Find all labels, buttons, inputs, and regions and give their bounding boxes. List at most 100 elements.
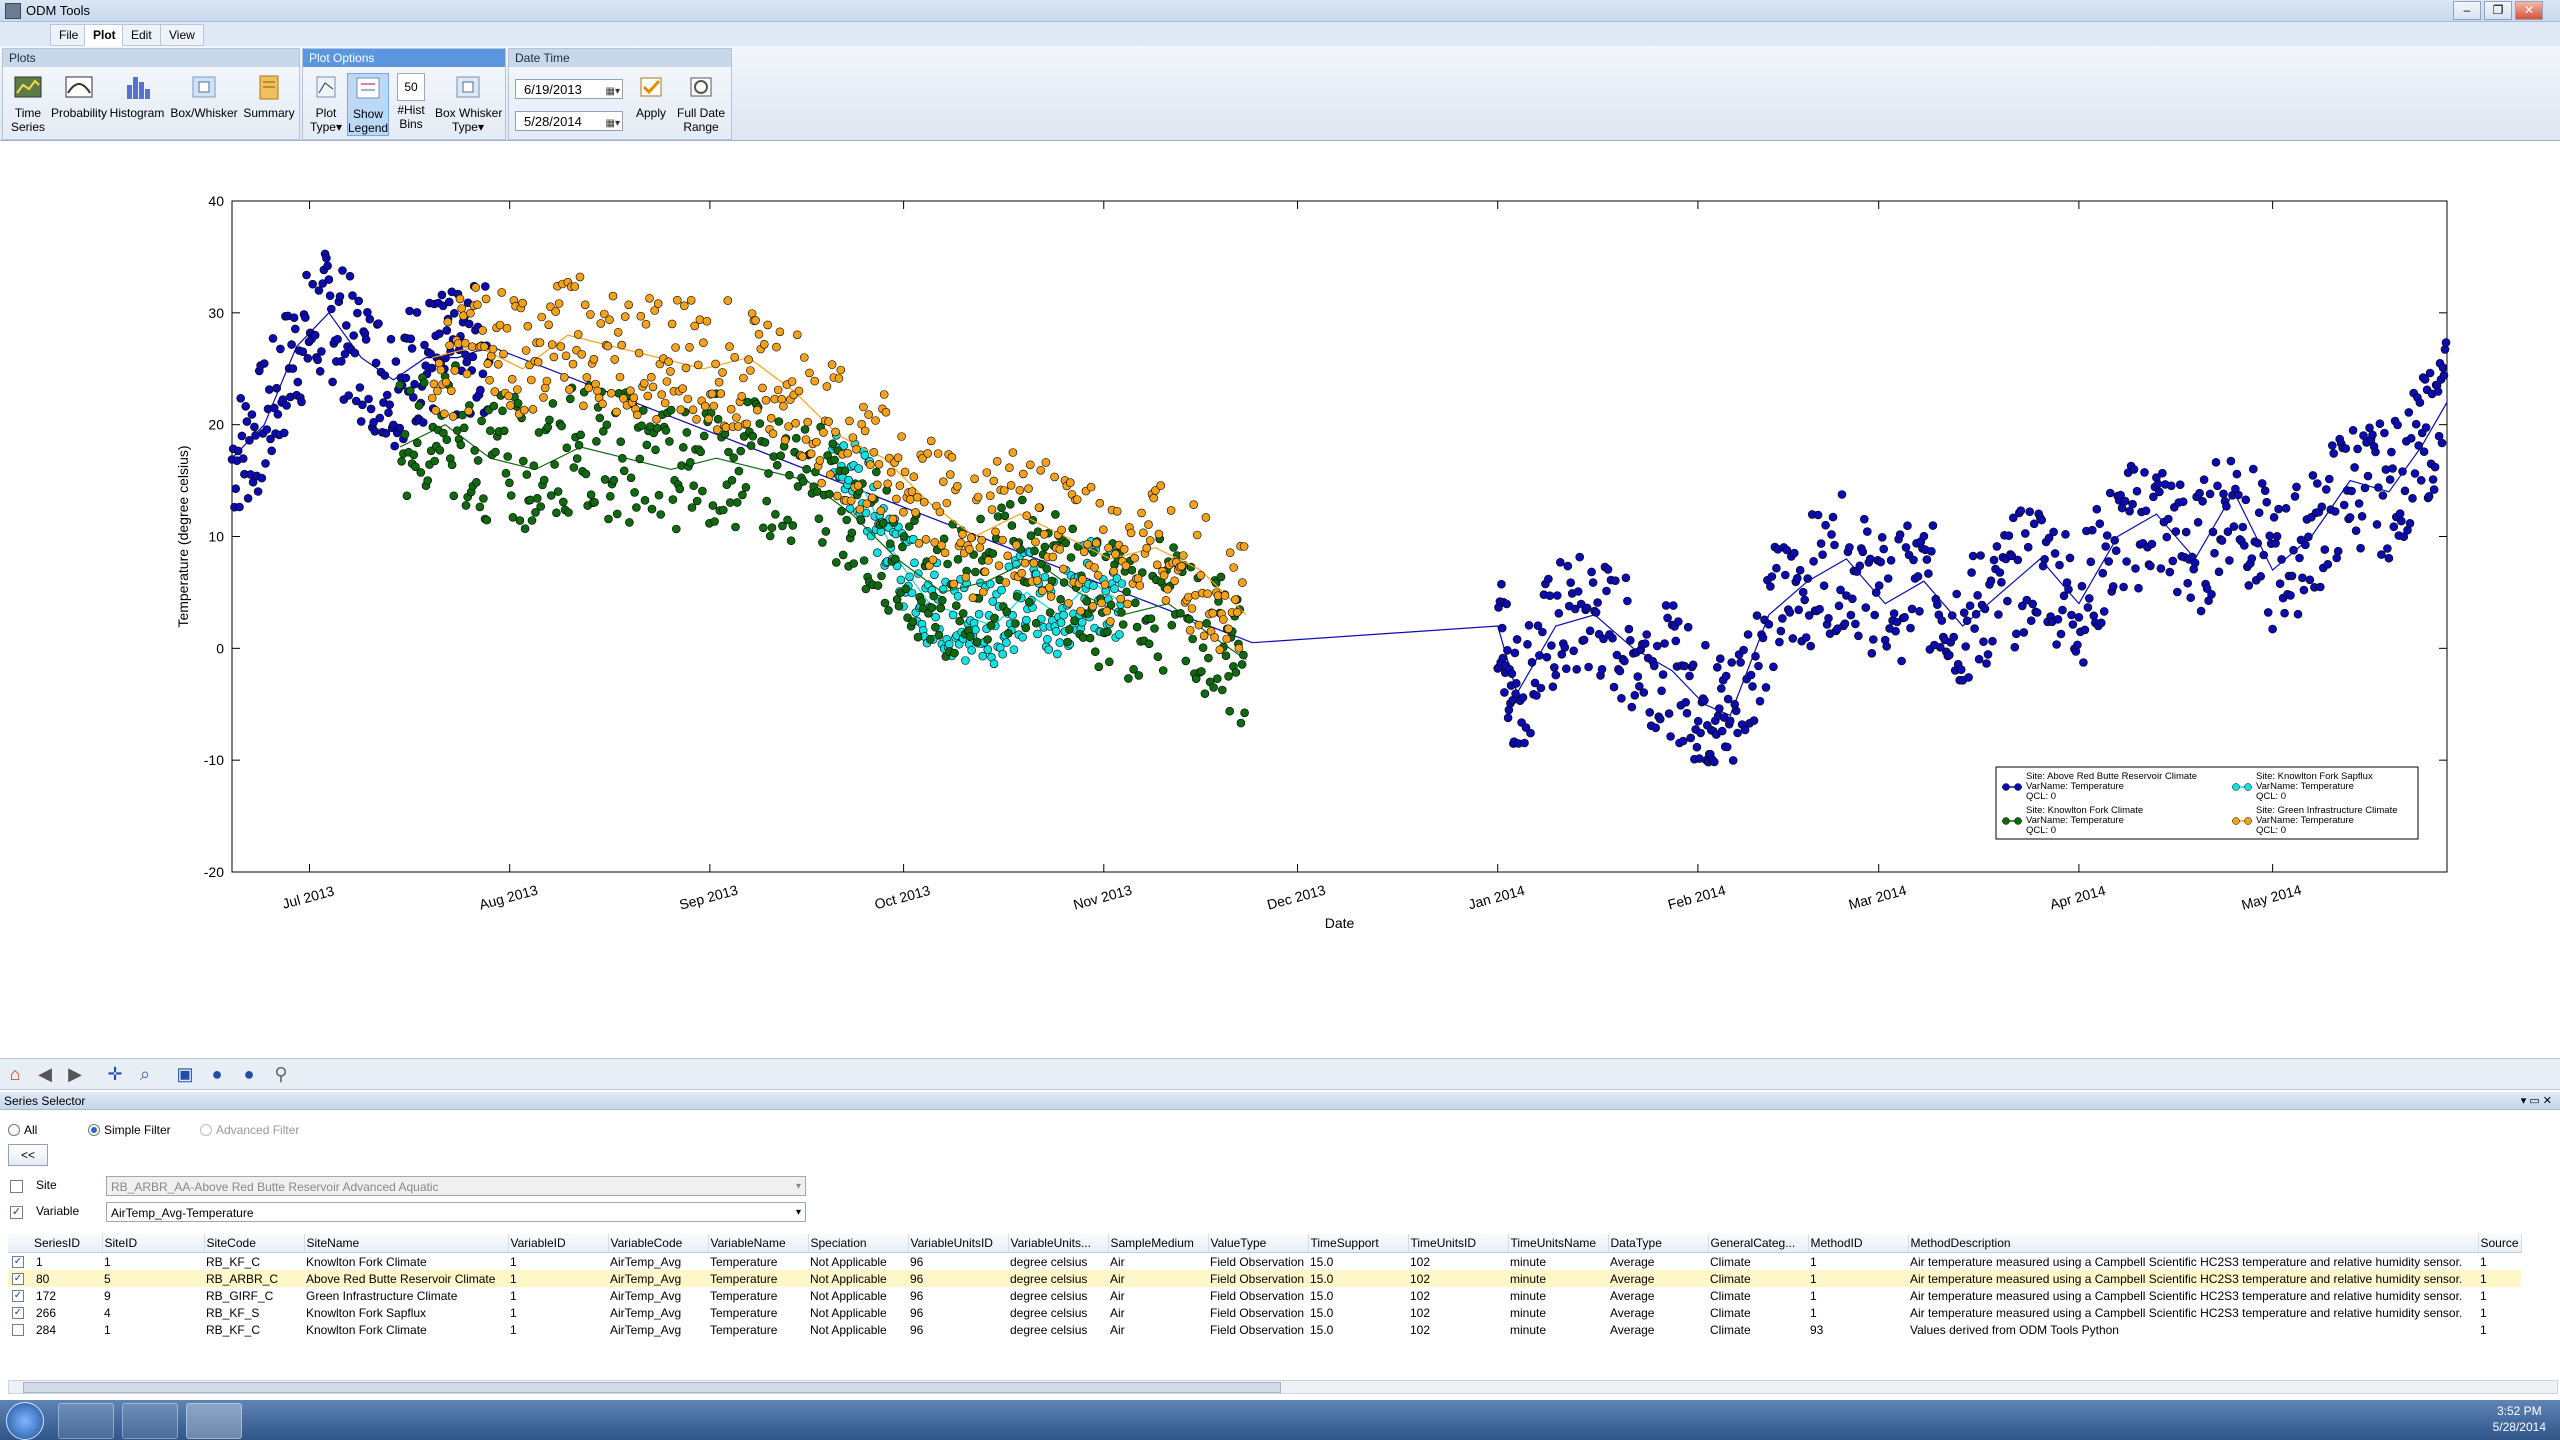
simple-filter-radio[interactable] [88,1124,100,1136]
table-cell: 1 [1810,1288,1817,1303]
time-series-button[interactable]: Time Series [7,73,49,134]
x-tick-label: May 2014 [2240,881,2304,912]
table-row[interactable]: ✓ 1 1 RB_KF_C Knowlton Fork Climate 1 AirTemp_… [8,1253,2521,1271]
data-point [1776,626,1786,636]
end-date-picker[interactable]: 5/28/2014 ▦▾ [515,111,623,131]
column-header[interactable]: ValueType [1208,1234,1309,1253]
probability-button[interactable]: Probability [51,73,107,120]
data-point [712,425,722,434]
forward-icon[interactable]: ▶ [68,1064,82,1084]
box-whisker-button[interactable]: Box/Whisker [169,73,239,120]
column-header[interactable]: Speciation [808,1234,909,1253]
series-checkbox[interactable]: ✓ [12,1273,24,1286]
tab-view[interactable]: View [160,24,204,46]
histogram-button[interactable]: Histogram [109,73,165,120]
series-checkbox[interactable] [12,1324,24,1337]
data-point [860,426,870,436]
chevron-down-icon[interactable]: ▾ [795,1207,801,1218]
chrome-taskbar-icon[interactable] [122,1403,178,1439]
column-header[interactable]: SiteName [304,1234,509,1253]
back-icon[interactable]: ◀ [38,1064,52,1084]
tab-edit[interactable]: Edit [122,24,161,46]
start-date-picker[interactable]: 6/19/2013 ▦▾ [515,79,623,99]
minimize-button[interactable]: – [2453,1,2481,20]
table-row[interactable]: ✓ 80 5 RB_ARBR_C Above Red Butte Reservoir C… [8,1270,2522,1287]
column-header[interactable]: MethodDescription [1908,1234,2479,1253]
advanced-filter-radio[interactable] [200,1124,212,1136]
column-header[interactable]: TimeUnitsID [1408,1234,1509,1253]
plot-area[interactable]: -20 -10 0 10 20 30 40 Jul 2013 Aug 2013 Sep 2013 O… [0,141,2560,1058]
data-point [1063,637,1072,647]
show-legend-button[interactable]: Show Legend [347,73,389,136]
summary-button[interactable]: Summary [241,73,297,120]
column-header[interactable]: VariableName [708,1234,809,1253]
data-point [1119,544,1129,554]
full-date-range-button[interactable]: Full Date Range [675,73,727,134]
filter-all-radio[interactable] [8,1124,20,1136]
series-checkbox[interactable]: ✓ [12,1307,24,1320]
calendar-dropdown-icon[interactable]: ▦▾ [605,86,620,97]
collapse-button[interactable]: << [8,1144,48,1166]
column-header[interactable]: SeriesID [8,1234,103,1253]
tab-file[interactable]: File [50,24,88,46]
close-button[interactable]: ✕ [2515,1,2543,20]
column-header[interactable]: SampleMedium [1108,1234,1209,1253]
table-row[interactable]: ✓ 172 9 RB_GIRF_C Green Infrastructure Clima… [8,1287,2521,1304]
horizontal-scrollbar[interactable] [8,1380,2558,1394]
hist-bins-control[interactable]: 50 #Hist Bins [391,73,431,131]
column-header[interactable]: VariableUnitsID [908,1234,1009,1253]
save-icon[interactable]: ▣ [176,1064,194,1084]
column-header[interactable]: GeneralCateg... [1708,1234,1809,1253]
column-header[interactable]: TimeSupport [1308,1234,1409,1253]
data-point [2141,506,2151,516]
menu-bar: File Plot Edit View [0,22,2560,46]
data-point [443,317,453,327]
column-header[interactable]: VariableID [508,1234,609,1253]
chevron-down-icon[interactable]: ▾ [795,1181,801,1192]
maximize-button[interactable]: ❐ [2484,1,2512,20]
home-icon[interactable]: ⌂ [9,1064,21,1084]
column-header[interactable]: MethodID [1808,1234,1909,1253]
odm-tools-taskbar-icon[interactable] [186,1403,242,1439]
pane-controls-icon[interactable]: ▾ ▭ ✕ [2520,1095,2552,1107]
zoom-icon[interactable]: ⌕ [139,1064,151,1084]
pan-icon[interactable]: ✛ [107,1064,123,1084]
tool-icon[interactable]: ⚲ [274,1064,288,1084]
column-header[interactable]: VariableUnits... [1008,1234,1109,1253]
file-explorer-taskbar-icon[interactable] [58,1403,114,1439]
plot-type-button[interactable]: Plot Type▾ [307,73,345,134]
box-whisker-type-button[interactable]: Box Whisker Type▾ [435,73,502,134]
data-point [619,394,628,403]
column-header[interactable]: TimeUnitsName [1508,1234,1609,1253]
series-checkbox[interactable]: ✓ [12,1290,24,1303]
data-point [860,450,870,460]
variable-combo[interactable]: AirTemp_Avg-Temperature ▾ [106,1202,806,1222]
table-row[interactable]: 284 1 RB_KF_C Knowlton Fork Climate 1 AirTemp… [8,1321,2521,1338]
scrollbar-thumb[interactable] [23,1382,1281,1393]
series-checkbox[interactable]: ✓ [12,1256,24,1269]
data-point [830,455,839,465]
calendar-dropdown-icon[interactable]: ▦▾ [605,118,620,129]
variable-filter-checkbox[interactable]: ✓ [10,1206,23,1219]
data-point [2299,585,2309,595]
data-point [944,639,954,649]
column-header[interactable]: SiteID [102,1234,205,1253]
site-combo[interactable]: RB_ARBR_AA-Above Red Butte Reservoir Adv… [106,1176,806,1196]
series-id: 1 [36,1254,43,1269]
start-button[interactable] [6,1402,44,1440]
table-row[interactable]: ✓ 266 4 RB_KF_S Knowlton Fork Sapflux 1 AirTem… [8,1304,2521,1321]
system-clock[interactable]: 3:52 PM 5/28/2014 [2493,1403,2546,1435]
apply-button[interactable]: Apply [631,73,671,120]
column-header[interactable]: DataType [1608,1234,1709,1253]
column-header[interactable]: VariableCode [608,1234,709,1253]
data-point [1585,626,1595,636]
zoom-in-icon[interactable]: ● [211,1064,223,1084]
column-header[interactable]: SiteCode [204,1234,305,1253]
data-point [908,617,918,627]
column-header[interactable]: Source [2478,1234,2522,1253]
site-filter-checkbox[interactable] [10,1180,23,1193]
tab-plot[interactable]: Plot [84,24,125,46]
zoom-out-icon[interactable]: ● [243,1064,255,1084]
hist-bins-spinner[interactable]: 50 [397,73,425,101]
